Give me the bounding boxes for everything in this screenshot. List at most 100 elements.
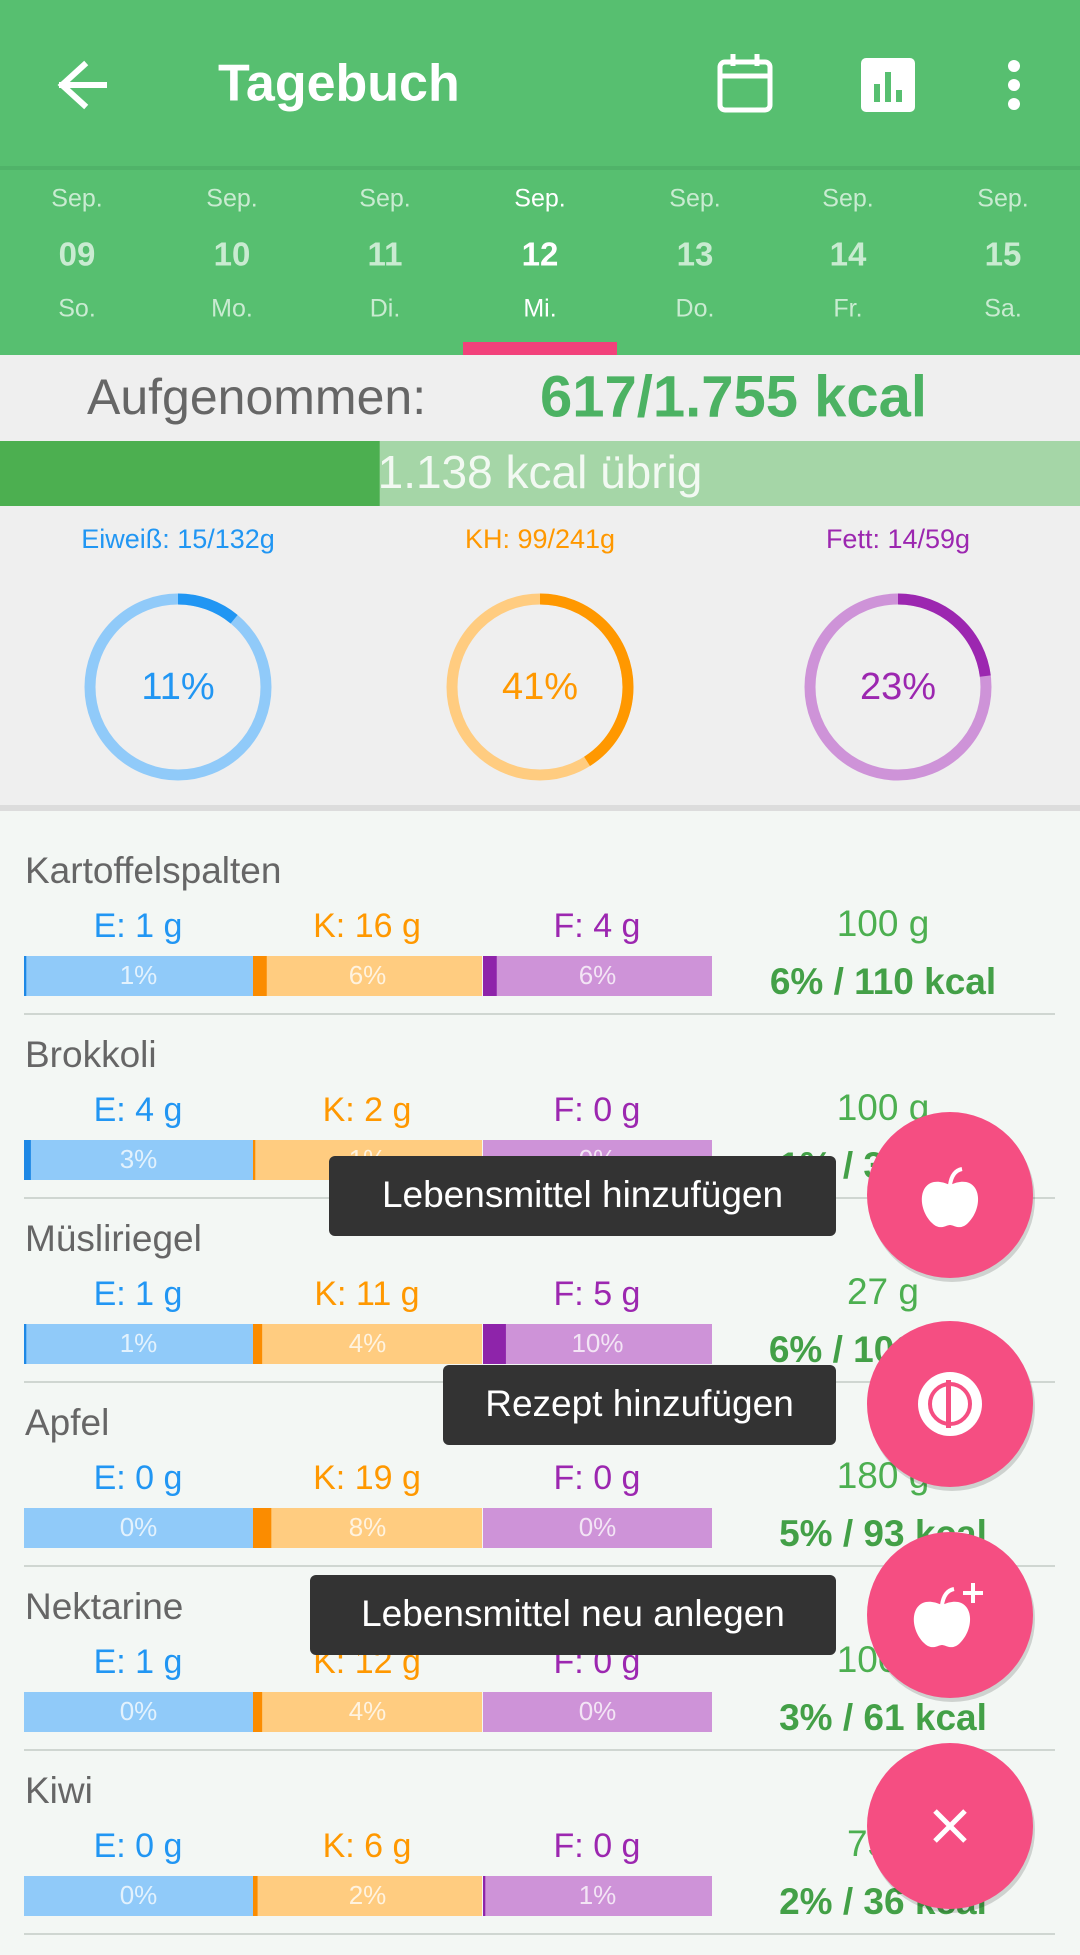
summary-value: 617/1.755 kcal [540,364,927,429]
date-tab[interactable]: Sep. 11 Di. [359,185,410,323]
macro-amount: F: 4 g [554,907,641,945]
dot [1008,98,1020,110]
date-day: 12 [522,236,559,273]
apple-icon [913,1601,971,1648]
apple-icon [921,1181,979,1228]
share-label: 8% [349,1512,387,1542]
share-label: 10% [571,1328,623,1358]
date-tab[interactable]: Sep. 10 Mo. [206,185,257,323]
calendar-button[interactable] [717,54,773,113]
date-weekday: Mo. [211,295,253,323]
tooltip [310,1575,836,1655]
date-month: Sep. [977,185,1028,213]
summary-label: Aufgenommen: [87,369,426,425]
chart-icon-bar [896,90,902,102]
macro-amount: E: 1 g [94,1275,183,1313]
separator [24,1013,1055,1015]
separator [24,1933,1055,1935]
share-label: 0% [579,1512,617,1542]
share-bar [24,1324,27,1364]
macro-amount: F: 0 g [554,1459,641,1497]
separator [24,1565,1055,1567]
macro-amount: E: 1 g [94,1643,183,1681]
share-label: 1% [579,1880,617,1910]
share-label: 0% [579,1696,617,1726]
more-button[interactable] [1008,60,1020,110]
share-bar [483,956,497,996]
chart-button[interactable] [861,58,915,112]
share-bar-bg [483,1324,712,1364]
date-weekday: Di. [370,295,401,323]
share-bar [253,1140,256,1180]
date-tab[interactable]: Sep. 15 Sa. [977,185,1028,323]
food-name: Nektarine [25,1586,183,1627]
date-weekday: Mi. [523,295,556,323]
tooltip-label: Lebensmittel hinzufügen [382,1174,783,1215]
share-bar-bg [24,1876,253,1916]
share-bar [483,1324,506,1364]
share-bar-bg [253,1692,482,1732]
fork [946,1380,951,1428]
back-button[interactable] [57,60,107,110]
share-bar [253,1508,272,1548]
fab-close[interactable] [867,1743,1035,1913]
date-tab[interactable]: Sep. 14 Fr. [822,185,873,323]
fab-action[interactable]: Lebensmittel hinzufügen [329,1112,1035,1282]
food-name: Müsliriegel [25,1218,202,1259]
share-bar-bg [483,1692,712,1732]
ring-percent: 23% [860,666,936,708]
fab-action[interactable]: Rezept hinzufügen [443,1321,1035,1491]
macro-amount: F: 0 g [554,1827,641,1865]
date-tab[interactable]: Sep. 12 Mi. [463,185,617,355]
share-bar [24,1140,31,1180]
separator [24,1749,1055,1751]
selected-indicator [463,342,617,355]
food-entry[interactable]: Müsliriegel E: 1 g K: 11 g F: 5 g 1% 4% 10% 27 … [24,1218,1055,1383]
apple-leaf [940,1587,955,1606]
summary-panel [0,355,1080,805]
date-day: 13 [677,236,714,273]
food-name: Apfel [25,1402,109,1443]
food-name: Kartoffelspalten [25,850,281,891]
date-tab[interactable]: Sep. 09 So. [51,185,102,323]
share-label: 1% [120,960,158,990]
share-bar-bg [24,1692,253,1732]
share-label: 6% [349,960,387,990]
macro-amount: K: 11 g [314,1275,419,1313]
close-icon [933,1809,967,1843]
tooltip-label: Rezept hinzufügen [485,1383,794,1424]
share-label: 4% [349,1696,387,1726]
food-energy: 6% / 110 kcal [770,961,996,1002]
macro-amount: K: 19 g [313,1459,421,1497]
remaining-label: 1.138 kcal übrig [378,446,703,498]
share-bar-bg [483,1508,712,1548]
macro-label: KH: 99/241g [465,524,615,554]
food-amount: 27 g [847,1271,919,1312]
food-name: Brokkoli [25,1034,157,1075]
share-bar-bg [253,1324,482,1364]
food-entry[interactable]: Kartoffelspalten E: 1 g K: 16 g F: 4 g 1% 6% 6… [24,850,1055,1015]
ring-percent: 41% [502,666,578,708]
date-weekday: Fr. [833,295,862,323]
date-weekday: Do. [676,295,715,323]
share-label: 1% [120,1328,158,1358]
macro-label: Eiweiß: 15/132g [81,524,275,554]
fab-action[interactable]: Lebensmittel neu anlegen [310,1532,1035,1702]
date-weekday: So. [58,295,96,323]
date-tab[interactable]: Sep. 13 Do. [669,185,720,323]
date-month: Sep. [206,185,257,213]
date-day: 14 [830,236,867,273]
macro-amount: K: 6 g [323,1827,412,1865]
share-bar [253,1324,263,1364]
date-day: 09 [59,236,96,273]
summary-shadow [0,805,1080,811]
share-label: 0% [120,1512,158,1542]
ring-arc [446,593,634,781]
share-bar [253,1692,263,1732]
share-bar-bg [24,1324,253,1364]
date-month: Sep. [669,185,720,213]
share-label: 0% [120,1880,158,1910]
